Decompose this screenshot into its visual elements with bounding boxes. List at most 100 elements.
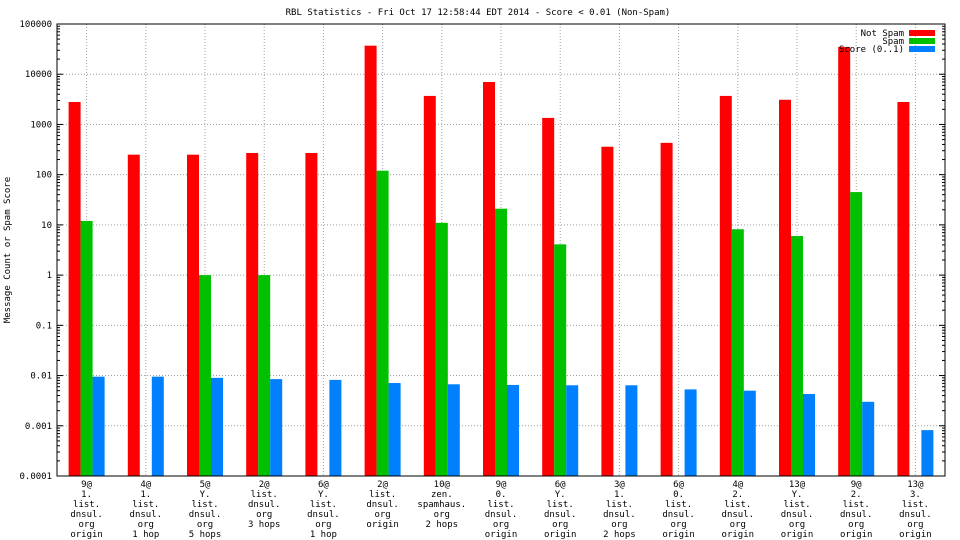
bar-score-0-1: [803, 393, 815, 476]
x-tick-label-line: 13@: [789, 480, 806, 490]
y-tick-label: 10: [41, 221, 52, 231]
x-tick-label-line: 6@: [318, 480, 329, 490]
x-tick-label-line: 2 hops: [603, 530, 636, 540]
bar-score-0-1: [329, 379, 342, 476]
y-tick-label: 0.1: [36, 321, 52, 331]
x-tick-label-line: dnsul.: [722, 510, 755, 520]
bar-score-0-1: [743, 390, 756, 476]
bar-not-spam: [897, 101, 910, 476]
x-tick-label-line: dnsul.: [130, 510, 163, 520]
y-axis-label: Message Count or Spam Score: [3, 177, 13, 323]
x-tick-label-line: dnsul.: [366, 500, 399, 510]
x-tick-label-line: 1.: [614, 490, 625, 500]
y-tick-label: 10000: [25, 70, 52, 80]
x-tick-label-line: org: [789, 520, 805, 530]
x-tick-label-line: list.: [783, 500, 810, 510]
x-tick-label-line: org: [611, 520, 627, 530]
x-tick-label-line: origin: [366, 520, 399, 530]
y-tick-label: 100: [36, 171, 52, 181]
x-tick-label-line: 9@: [851, 480, 862, 490]
x-tick-label-line: 2 hops: [426, 520, 459, 530]
x-tick-label-line: org: [78, 520, 94, 530]
bar-not-spam: [660, 142, 673, 476]
x-tick-label-line: 13@: [907, 480, 924, 490]
x-tick-label-line: Y.: [318, 490, 329, 500]
bar-score-0-1: [862, 401, 875, 476]
bar-not-spam: [423, 95, 436, 477]
legend-label: Not Spam: [861, 29, 904, 39]
chart-title: RBL Statistics - Fri Oct 17 12:58:44 EDT…: [286, 8, 671, 18]
x-tick-label-line: org: [670, 520, 686, 530]
x-tick-label-line: 1 hop: [132, 530, 159, 540]
x-tick-label-line: org: [552, 520, 568, 530]
bar-not-spam: [127, 154, 140, 477]
x-tick-label-line: list.: [191, 500, 218, 510]
x-tick-label-line: org: [848, 520, 864, 530]
x-tick-label-line: origin: [662, 530, 695, 540]
legend-label: Spam: [882, 37, 904, 47]
x-tick-label-line: org: [374, 510, 390, 520]
bar-not-spam: [246, 153, 259, 476]
bars-layer: [68, 45, 934, 477]
x-tick-label-line: dnsul.: [662, 510, 695, 520]
y-tick-label: 1: [47, 271, 52, 281]
x-tick-label-line: list.: [665, 500, 692, 510]
bar-score-0-1: [566, 385, 579, 476]
x-tick-label-line: 2@: [259, 480, 270, 490]
x-tick-label-line: dnsul.: [70, 510, 103, 520]
y-tick-label: 100000: [19, 20, 52, 30]
x-tick-label-line: dnsul.: [248, 500, 281, 510]
x-tick-label-line: 3.: [910, 490, 921, 500]
bar-not-spam: [364, 45, 377, 477]
x-tick-label-line: 10@: [434, 480, 451, 490]
x-tick-label-line: org: [197, 520, 213, 530]
x-tick-label-line: dnsul.: [544, 510, 577, 520]
bar-spam: [258, 275, 271, 476]
x-tick-label-line: zen.: [431, 490, 453, 500]
x-tick-label-line: org: [434, 510, 450, 520]
x-tick-label-line: 3 hops: [248, 520, 281, 530]
bar-not-spam: [68, 101, 81, 476]
legend-label: Score (0..1): [839, 45, 904, 55]
x-tick-label-line: origin: [899, 530, 932, 540]
x-tick-label-line: 1.: [140, 490, 151, 500]
x-tick-label-line: 5 hops: [189, 530, 222, 540]
bar-score-0-1: [211, 377, 223, 476]
bar-score-0-1: [92, 376, 105, 476]
x-tick-label-line: dnsul.: [307, 510, 340, 520]
bar-score-0-1: [270, 379, 283, 476]
bar-not-spam: [187, 154, 199, 477]
x-tick-label-line: list.: [132, 500, 159, 510]
x-tick-label-line: org: [907, 520, 923, 530]
bar-score-0-1: [388, 383, 401, 476]
bar-not-spam: [779, 99, 791, 477]
x-tick-label-line: list.: [902, 500, 929, 510]
x-tick-label-line: 1.: [81, 490, 92, 500]
x-tick-label-line: list.: [369, 490, 396, 500]
bar-not-spam: [305, 153, 318, 476]
legend-swatch: [909, 30, 935, 36]
bar-score-0-1: [921, 430, 934, 476]
axis-layer: 0.0001 0.001 0.01 0.1 1 10 100 1000 10000 100000 9…: [19, 20, 946, 540]
x-tick-label-line: Y.: [792, 490, 803, 500]
x-tick-label-line: origin: [544, 530, 577, 540]
x-tick-label-line: origin: [781, 530, 814, 540]
x-tick-label-line: dnsul.: [840, 510, 873, 520]
bar-not-spam: [483, 82, 495, 476]
x-tick-label-line: org: [138, 520, 154, 530]
legend-swatch: [909, 38, 935, 44]
x-tick-label-line: list.: [843, 500, 870, 510]
bar-spam: [435, 222, 448, 476]
x-tick-label-line: org: [493, 520, 509, 530]
